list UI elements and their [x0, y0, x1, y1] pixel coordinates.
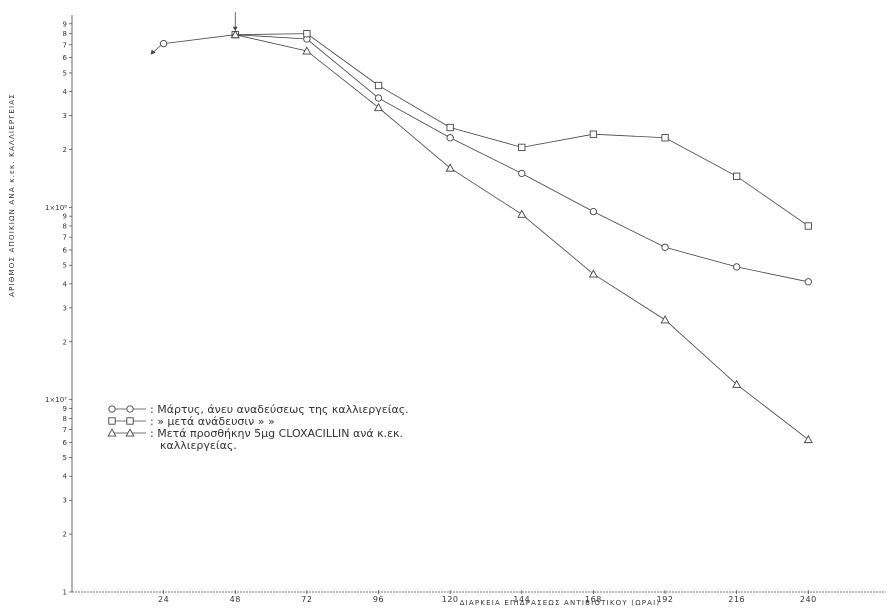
point-after-aeration [518, 143, 526, 152]
y-axis-title: ΑΡΙΘΜΟΣ ΑΠΟΙΚΙΩΝ ΑΝΑ κ.εκ. ΚΑΛΛΙΕΡΓΕΙΑΣ [8, 93, 16, 297]
legend-marker [125, 428, 135, 437]
y-tick-label: 5 [63, 262, 67, 270]
y-tick-label: 5 [63, 69, 67, 77]
x-tick-label: 144 [513, 595, 530, 604]
point-after-aeration [446, 123, 454, 132]
y-tick-label: 3 [63, 112, 67, 120]
x-tick-label: 72 [301, 595, 312, 604]
point-cloxacillin [230, 29, 240, 39]
series-control [231, 31, 812, 286]
y-tick-label: 7 [63, 426, 67, 434]
legend-marker [108, 417, 116, 425]
legend: : Μάρτυς, άνευ αναδεύσεως της καλλιεργεί… [107, 403, 409, 452]
point-cloxacillin [660, 315, 670, 324]
series [150, 29, 813, 444]
series-line-control [235, 34, 809, 283]
initial-segment [163, 34, 236, 45]
y-tick-label: 9 [63, 405, 67, 413]
legend-label: : Μετά προσθήκην 5μg CLOXACILLIN ανά κ.ε… [150, 427, 403, 440]
x-axis-title: ΔΙΑΡΚΕΙΑ ΕΠΙΔΡΑΣΕΩΣ ΑΝΤΙΒΙΟΤΙΚΟΥ (ΩΡΑΙ) [460, 599, 661, 607]
marker-arrow-head [232, 26, 238, 31]
point-control [374, 94, 383, 102]
point-after-aeration [804, 222, 812, 230]
y-tick-label: 4 [63, 88, 68, 96]
y-tick-label: 7 [63, 41, 67, 49]
point-cloxacillin [302, 46, 312, 55]
y-tick-label: 6 [63, 439, 68, 447]
x-tick-label: 168 [585, 595, 602, 604]
x-tick-label: 24 [158, 595, 169, 604]
y-tick-label: 1×10⁷ [45, 396, 67, 404]
point-control [589, 207, 598, 216]
axes [71, 15, 886, 593]
series-cloxacillin [230, 29, 813, 444]
y-tick-label: 3 [63, 304, 67, 312]
y-tick-label: 6 [63, 247, 68, 255]
x-tick-label: 192 [657, 595, 674, 604]
series-line-cloxacillin [235, 34, 809, 440]
point-control [518, 169, 526, 178]
point-after-aeration [733, 172, 741, 180]
point-after-aeration [589, 130, 598, 138]
point-after-aeration [661, 134, 669, 142]
y-tick-label: 2 [63, 146, 67, 154]
point-cloxacillin [517, 209, 527, 218]
point-cloxacillin [732, 379, 742, 388]
y-tick-label: 4 [63, 473, 68, 481]
y-tick-label: 9 [63, 20, 67, 28]
annotations [232, 12, 238, 31]
y-tick-label: 2 [63, 531, 67, 539]
y-tick-label: 9 [63, 213, 67, 221]
point-control [446, 134, 454, 142]
point-after-aeration [303, 29, 311, 38]
legend-label: καλλιεργείας. [160, 439, 237, 452]
point-cloxacillin [588, 269, 598, 278]
y-tick-label: 1 [63, 589, 67, 597]
legend-marker [107, 428, 117, 437]
point-cloxacillin [803, 434, 813, 444]
initial-point [159, 39, 168, 48]
point-after-aeration [374, 81, 383, 90]
legend-label: : » μετά ανάδευσιν » » [150, 415, 275, 428]
legend-marker [108, 405, 116, 413]
y-tick-label: 3 [63, 497, 67, 505]
y-tick-label: 4 [63, 280, 68, 288]
x-tick-label: 120 [442, 595, 459, 604]
y-tick-label: 2 [63, 338, 67, 346]
x-tick-label: 48 [230, 595, 241, 604]
point-control [804, 278, 812, 286]
legend-marker [126, 405, 134, 413]
y-tick-label: 8 [63, 30, 67, 38]
y-tick-label: 8 [63, 415, 67, 423]
y-tick-label: 1×10⁸ [45, 204, 67, 212]
x-tick-label: 216 [728, 595, 745, 604]
y-tick-label: 8 [63, 222, 67, 230]
y-tick-label: 7 [63, 234, 67, 242]
x-tick-label: 96 [373, 595, 384, 604]
y-tick-label: 6 [63, 54, 68, 62]
y-tick-label: 5 [63, 454, 67, 462]
x-tick-label: 240 [800, 595, 817, 604]
initial-arrow-head [150, 49, 156, 55]
point-control [733, 263, 741, 271]
point-cloxacillin [445, 163, 455, 172]
legend-label: : Μάρτυς, άνευ αναδεύσεως της καλλιεργεί… [150, 403, 409, 416]
point-cloxacillin [373, 102, 384, 112]
point-control [661, 243, 669, 251]
legend-marker [126, 417, 134, 425]
